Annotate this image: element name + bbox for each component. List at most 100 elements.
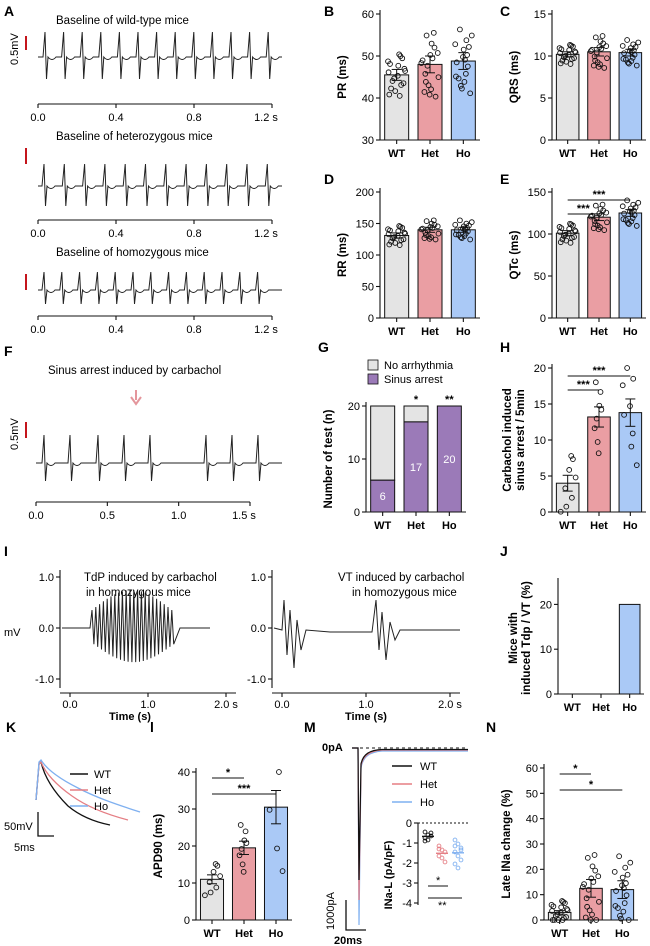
data-point (632, 44, 639, 50)
panel-label-a: A (4, 3, 14, 19)
data-point (619, 43, 626, 49)
panel-label-d: D (324, 171, 334, 187)
data-point (463, 37, 470, 44)
bar (231, 847, 257, 921)
data-point (564, 906, 570, 912)
data-point (599, 33, 606, 39)
data-point (585, 886, 592, 893)
data-point (590, 62, 597, 69)
data-point (592, 867, 599, 874)
bar-value-label: 20 (443, 454, 455, 466)
data-point (457, 217, 463, 224)
y-tick-label: 20 (540, 599, 552, 611)
x-tick-label: 0.0 (274, 699, 289, 711)
vt-trace (273, 599, 460, 669)
data-point (628, 443, 635, 450)
data-point (426, 91, 433, 98)
data-point (563, 58, 570, 65)
y-tick-label: -1.0 (35, 674, 54, 686)
m-legend-wt: WT (420, 761, 437, 773)
inset-y-tick-label: -3 (402, 878, 412, 890)
y-axis-label: PR (ms) (337, 55, 349, 99)
data-point (589, 863, 596, 870)
data-point (396, 242, 403, 248)
bar (417, 63, 443, 141)
y-tick-label: 60 (362, 9, 374, 21)
category-label: Het (407, 520, 425, 532)
data-point (396, 93, 403, 99)
data-point (557, 60, 564, 67)
bar (199, 878, 225, 921)
data-point (584, 854, 591, 861)
category-label: Ho (269, 928, 284, 940)
vt-title-2: in homozygous mice (352, 587, 457, 599)
data-point (567, 61, 574, 67)
ap-scale-v: 50mV (4, 821, 33, 833)
data-point (430, 29, 437, 36)
y-tick-label: 150 (356, 219, 374, 231)
data-point (626, 60, 632, 67)
tdp-title-1: TdP induced by carbachol (84, 572, 217, 584)
ina-scale-bar (345, 900, 366, 931)
data-point (597, 224, 603, 230)
legend-swatch (367, 359, 379, 371)
category-label: Ho (456, 326, 471, 338)
data-point (631, 207, 637, 214)
data-point (567, 220, 573, 227)
panel-a-ecg: Baseline of wild-type mice Baseline of h… (9, 15, 282, 336)
data-point (624, 365, 630, 371)
data-point (554, 911, 561, 918)
data-point (462, 56, 468, 63)
data-point (601, 227, 608, 233)
category-label: Ho (442, 520, 457, 532)
y-tick-label: 0 (540, 507, 546, 519)
chart-b: B 30 40 50 60 PR (ms) WT Het Ho (324, 3, 480, 160)
data-point (213, 884, 220, 891)
y-tick-label: -1.0 (247, 674, 266, 686)
inset-data-point (458, 857, 464, 863)
time-axis-het: 0.0 0.4 0.8 1.2 s (30, 219, 278, 240)
bar (384, 234, 410, 319)
data-point (423, 218, 430, 224)
panel-f-sinus-arrest: Sinus arrest induced by carbachol 0.5mV … (9, 365, 282, 522)
m-legend-ho: Ho (420, 797, 434, 809)
ap-scale-t: 5ms (14, 842, 35, 854)
data-point (212, 861, 219, 867)
data-point (386, 91, 393, 98)
significance-label: * (589, 779, 594, 791)
inset-data-point (428, 830, 434, 836)
x-tick-label: 1.0 (358, 699, 373, 711)
data-point (459, 235, 465, 241)
data-point (580, 884, 586, 890)
category-label: Ho (622, 702, 637, 714)
y-tick-label: 20 (348, 401, 360, 413)
data-point (435, 74, 442, 81)
data-point (603, 209, 610, 216)
category-label: Het (582, 928, 600, 940)
data-point (386, 241, 393, 248)
y-axis-label: Late INa change (%) (501, 789, 513, 898)
data-point (559, 57, 566, 64)
data-point (587, 917, 594, 923)
inset-y-tick-label: -4 (402, 898, 412, 910)
data-point (624, 871, 631, 878)
data-point (596, 402, 603, 409)
ecg-waveform (38, 31, 282, 80)
y-tick-label: 10 (540, 644, 552, 656)
data-point (619, 382, 626, 389)
category-label: Het (421, 326, 439, 338)
data-point (392, 88, 399, 94)
significance-star: ** (445, 394, 454, 406)
category-label: WT (551, 928, 568, 940)
data-point (389, 235, 396, 242)
data-point (569, 494, 575, 501)
legend-label: No arrhythmia (384, 360, 454, 372)
vt-xlabel: Time (s) (345, 711, 387, 723)
y-axis-label: QRS (ms) (509, 51, 521, 104)
data-point (627, 403, 633, 409)
bar (618, 603, 641, 695)
panel-label-e: E (500, 171, 509, 187)
data-point (464, 225, 470, 231)
data-point (459, 85, 465, 92)
